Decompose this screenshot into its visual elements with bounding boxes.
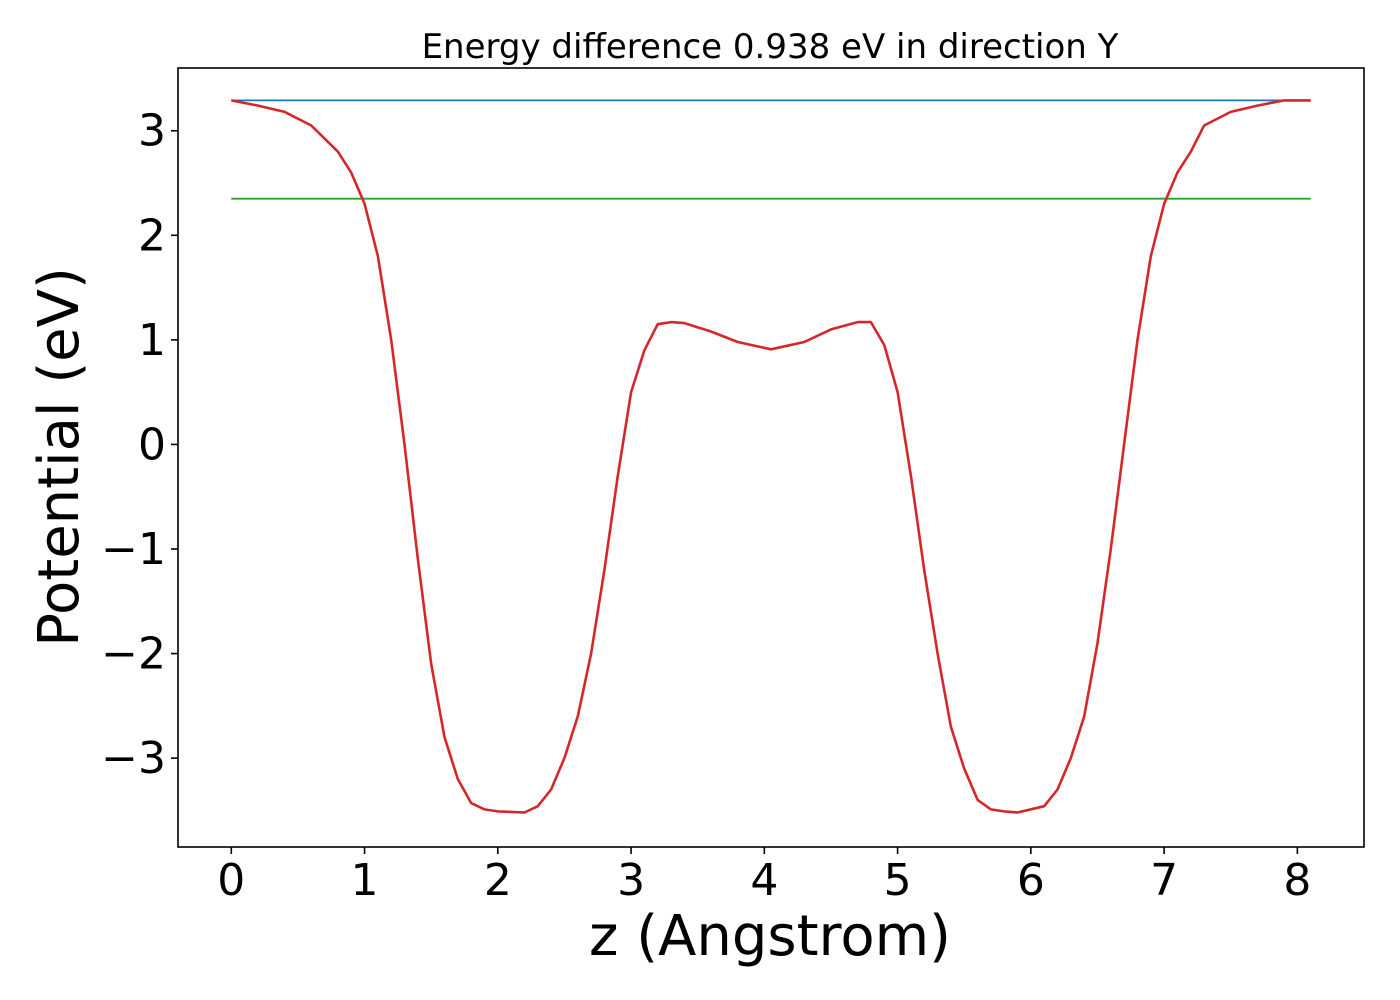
series-line-0 [231, 99, 1311, 814]
y-tick-label: 0 [138, 419, 166, 470]
x-tick-label: 1 [351, 855, 379, 906]
y-tick-label: −2 [101, 629, 166, 680]
y-tick-label: 3 [138, 106, 166, 157]
x-tick-label: 5 [884, 855, 912, 906]
y-axis: −3 −2 −1 0 1 2 3 [101, 106, 178, 784]
x-tick-label: 7 [1150, 855, 1178, 906]
y-axis-label: Potential (eV) [27, 267, 92, 647]
x-tick-label: 0 [217, 855, 245, 906]
y-tick-label: 2 [138, 210, 166, 261]
plot-series [231, 99, 1311, 814]
x-tick-label: 3 [617, 855, 645, 906]
x-axis: 0 1 2 3 4 5 6 7 8 [217, 847, 1311, 906]
x-tick-label: 8 [1283, 855, 1311, 906]
y-tick-label: −1 [101, 524, 166, 575]
plot-frame [177, 67, 1365, 848]
x-tick-label: 2 [484, 855, 512, 906]
x-axis-label: z (Angstrom) [589, 904, 951, 969]
x-tick-label: 4 [750, 855, 778, 906]
y-tick-label: 1 [138, 315, 166, 366]
x-tick-label: 6 [1017, 855, 1045, 906]
chart-title: Energy difference 0.938 eV in direction … [422, 27, 1119, 67]
y-tick-label: −3 [101, 733, 166, 784]
